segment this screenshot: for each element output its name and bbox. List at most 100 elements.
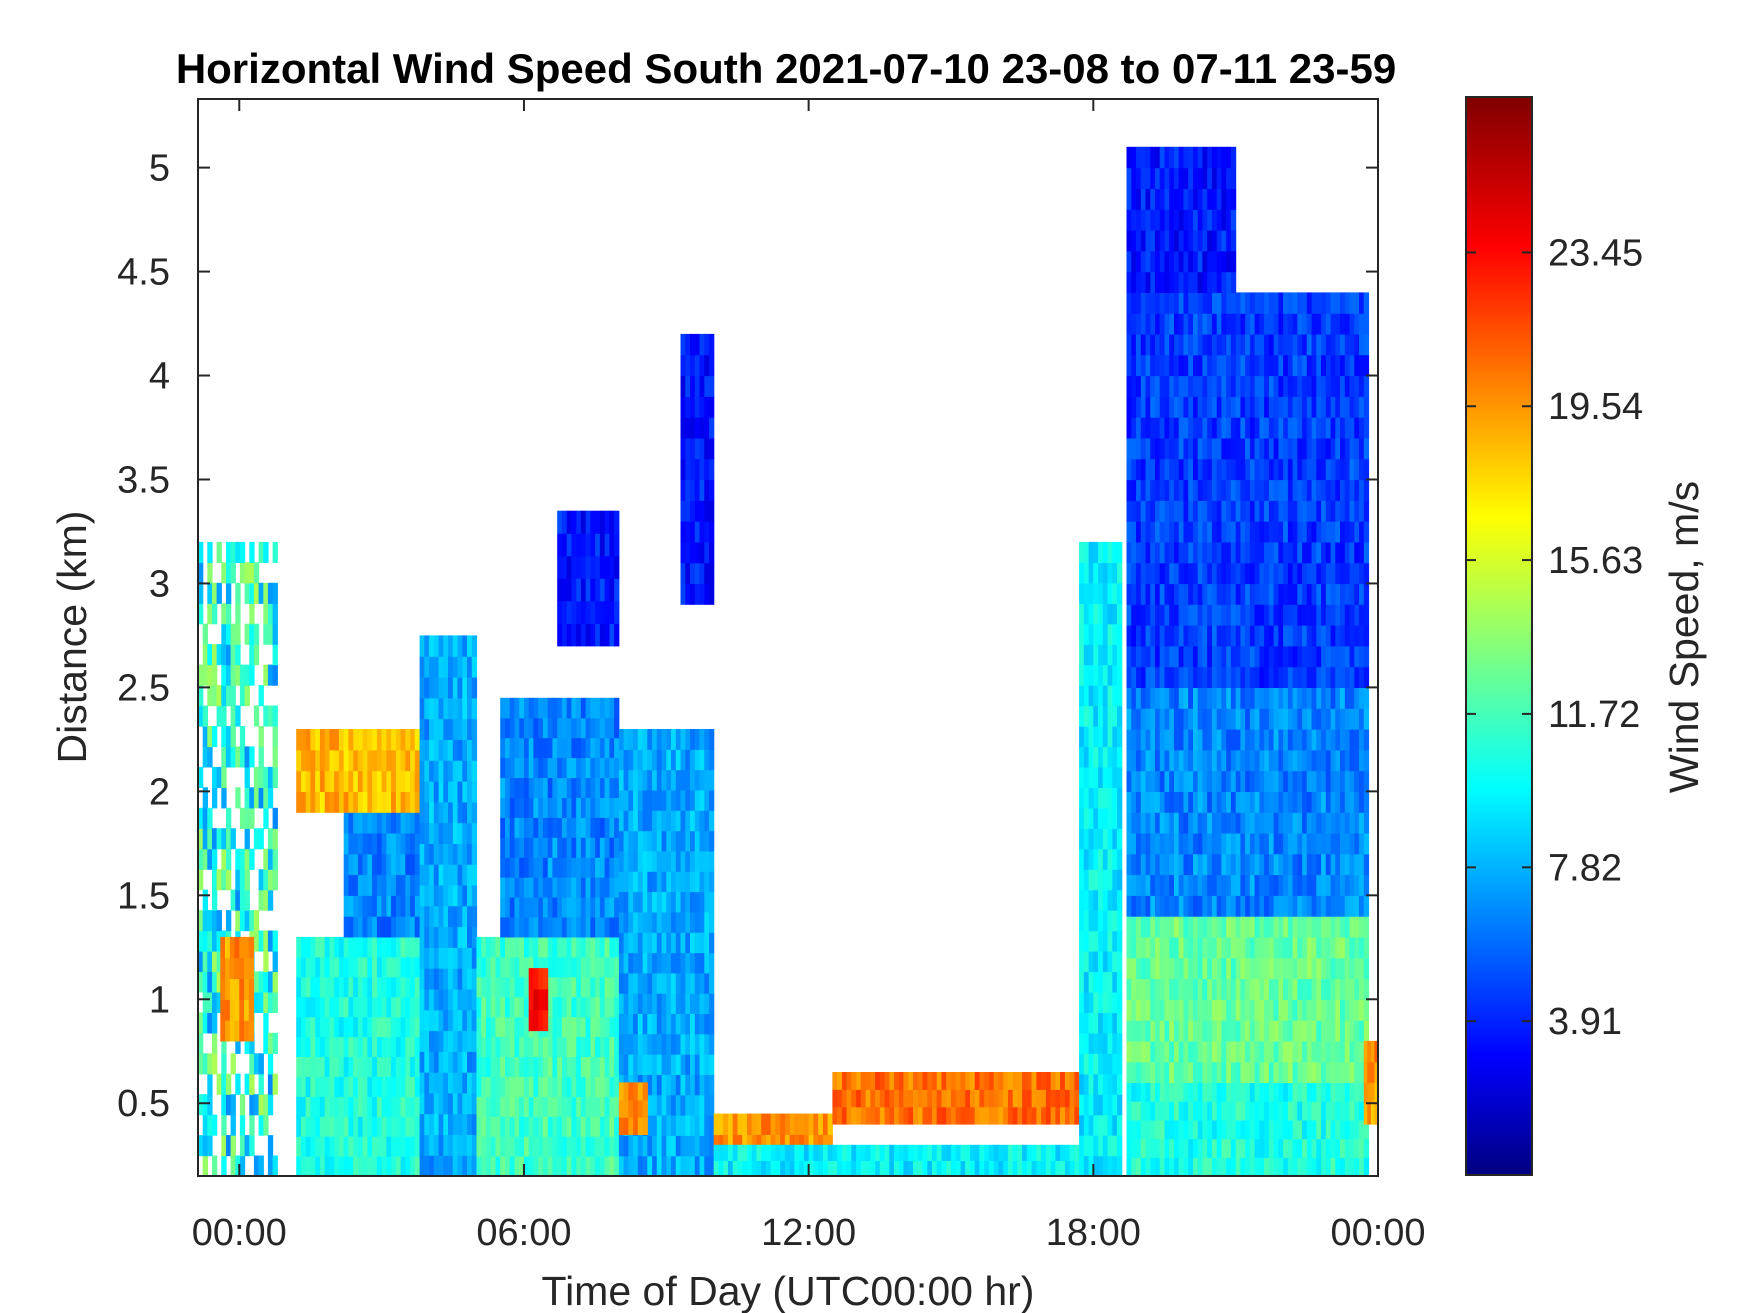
heatmap-cell bbox=[405, 874, 411, 896]
heatmap-cell bbox=[343, 976, 349, 998]
heatmap-cell bbox=[1340, 687, 1346, 709]
heatmap-cell bbox=[386, 1016, 392, 1038]
heatmap-cell bbox=[1197, 749, 1203, 772]
heatmap-cell bbox=[1183, 604, 1189, 626]
heatmap-cell bbox=[1340, 916, 1346, 938]
heatmap-cell bbox=[595, 1056, 601, 1077]
heatmap-cell bbox=[509, 1116, 515, 1137]
heatmap-cell bbox=[263, 582, 269, 604]
heatmap-cell bbox=[221, 766, 227, 788]
heatmap-cell bbox=[1226, 396, 1232, 418]
heatmap-cell bbox=[884, 1144, 890, 1161]
heatmap-cell bbox=[1240, 708, 1246, 730]
heatmap-cell bbox=[1354, 687, 1360, 709]
heatmap-cell bbox=[1297, 1119, 1303, 1140]
heatmap-cell bbox=[1145, 292, 1151, 314]
heatmap-cell bbox=[376, 1016, 383, 1038]
heatmap-cell bbox=[1240, 333, 1246, 356]
heatmap-cell bbox=[514, 777, 520, 798]
heatmap-cell bbox=[1264, 625, 1270, 647]
heatmap-cell bbox=[595, 623, 601, 647]
heatmap-cell bbox=[514, 857, 520, 878]
heatmap-cell bbox=[1183, 354, 1189, 377]
heatmap-cell bbox=[856, 1089, 862, 1108]
heatmap-cell bbox=[1136, 1138, 1142, 1158]
heatmap-cell bbox=[1211, 1101, 1218, 1121]
heatmap-cell bbox=[1140, 354, 1147, 377]
heatmap-cell bbox=[1240, 853, 1246, 876]
heatmap-cell bbox=[207, 828, 213, 850]
heatmap-cell bbox=[547, 917, 553, 938]
heatmap-cell bbox=[338, 996, 345, 1018]
heatmap-cell bbox=[666, 1094, 672, 1116]
heatmap-cell bbox=[604, 1136, 610, 1157]
heatmap-cell bbox=[1344, 791, 1351, 813]
heatmap-cell bbox=[747, 1144, 753, 1161]
heatmap-cell bbox=[249, 910, 255, 932]
heatmap-cell bbox=[1136, 978, 1142, 1000]
heatmap-cell bbox=[1022, 1160, 1028, 1176]
heatmap-cell bbox=[1268, 1138, 1275, 1158]
heatmap-cell bbox=[353, 749, 359, 772]
heatmap-cell bbox=[680, 891, 686, 913]
heatmap-cell bbox=[429, 988, 435, 1011]
heatmap-cell bbox=[656, 1074, 663, 1096]
heatmap-cell bbox=[590, 623, 596, 647]
heatmap-cell bbox=[239, 1094, 246, 1116]
heatmap-cell bbox=[1330, 1061, 1336, 1083]
heatmap-cell bbox=[272, 541, 278, 563]
heatmap-cell bbox=[941, 1089, 947, 1108]
heatmap-cell bbox=[1088, 991, 1094, 1013]
heatmap-cell bbox=[761, 1160, 767, 1176]
heatmap-cell bbox=[884, 1160, 890, 1176]
heatmap-cell bbox=[509, 797, 515, 818]
heatmap-cell bbox=[1183, 313, 1189, 335]
heatmap-cell bbox=[1140, 832, 1147, 855]
heatmap-cell bbox=[207, 910, 213, 932]
heatmap-cell bbox=[509, 837, 515, 858]
heatmap-cell bbox=[1359, 1061, 1365, 1083]
heatmap-cell bbox=[1330, 687, 1336, 709]
heatmap-cell bbox=[1235, 853, 1241, 876]
heatmap-cell bbox=[1174, 1061, 1180, 1083]
heatmap-cell bbox=[509, 1136, 515, 1157]
heatmap-cell bbox=[1221, 1138, 1227, 1158]
heatmap-cell bbox=[424, 988, 430, 1011]
heatmap-cell bbox=[221, 664, 227, 686]
heatmap-cell bbox=[566, 777, 572, 798]
heatmap-cell bbox=[737, 1160, 743, 1176]
heatmap-cell bbox=[656, 810, 663, 832]
heatmap-cell bbox=[414, 916, 421, 938]
heatmap-cell bbox=[239, 807, 246, 829]
heatmap-cell bbox=[220, 1020, 226, 1042]
heatmap-cell bbox=[1150, 583, 1156, 605]
heatmap-cell bbox=[1150, 1138, 1156, 1158]
heatmap-cell bbox=[1292, 936, 1298, 959]
heatmap-cell bbox=[1202, 1138, 1208, 1158]
heatmap-cell bbox=[1230, 1061, 1237, 1083]
heatmap-cell bbox=[239, 562, 246, 584]
heatmap-cell bbox=[221, 1155, 227, 1176]
heatmap-cell bbox=[1226, 458, 1232, 481]
heatmap-cell bbox=[552, 996, 558, 1018]
heatmap-cell bbox=[1136, 853, 1142, 876]
heatmap-cell bbox=[1188, 396, 1194, 418]
heatmap-cell bbox=[414, 996, 421, 1018]
heatmap-cell bbox=[1230, 1157, 1237, 1176]
heatmap-cell bbox=[319, 1016, 326, 1038]
heatmap-cell bbox=[500, 917, 506, 938]
heatmap-cell bbox=[1197, 375, 1203, 397]
heatmap-cell bbox=[808, 1160, 814, 1176]
heatmap-cell bbox=[571, 777, 577, 798]
heatmap-cell bbox=[1226, 936, 1232, 959]
heatmap-cell bbox=[709, 375, 715, 397]
heatmap-cell bbox=[1249, 957, 1256, 980]
heatmap-cell bbox=[1169, 562, 1175, 585]
heatmap-cell bbox=[1202, 500, 1208, 522]
heatmap-cell bbox=[1273, 687, 1279, 709]
heatmap-cell bbox=[267, 1032, 274, 1054]
heatmap-cell bbox=[580, 917, 587, 938]
heatmap-cell bbox=[381, 874, 387, 896]
heatmap-cell bbox=[424, 884, 430, 907]
heatmap-cell bbox=[647, 810, 653, 832]
